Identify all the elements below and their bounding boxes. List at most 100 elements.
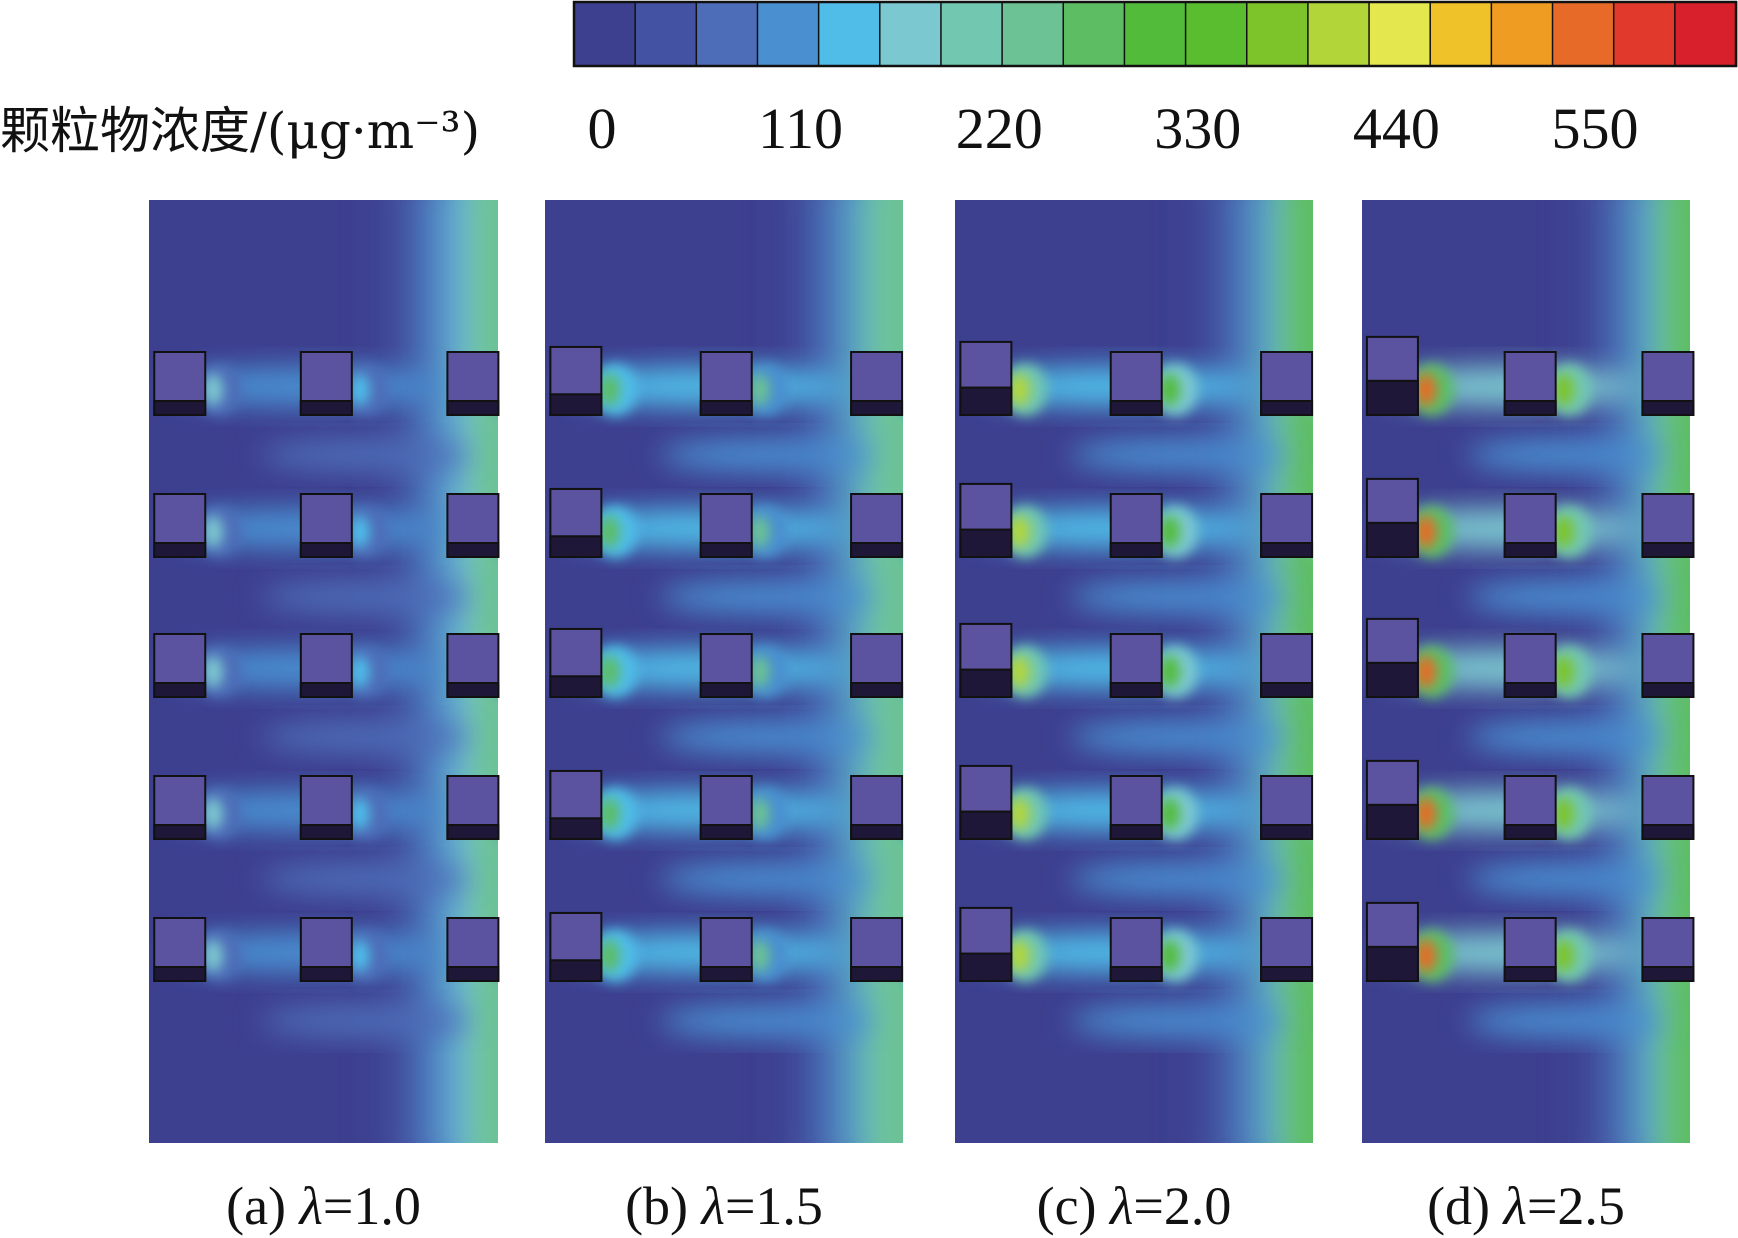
panel-label: (d) — [1427, 1176, 1503, 1236]
building — [1503, 351, 1557, 416]
building — [1109, 917, 1163, 982]
building — [699, 633, 753, 698]
building — [299, 493, 353, 558]
building — [699, 775, 753, 840]
building — [850, 493, 904, 558]
building — [959, 622, 1013, 698]
colorbar-swatch — [879, 1, 943, 67]
building — [1260, 633, 1314, 698]
building — [299, 351, 353, 416]
building — [1365, 617, 1419, 699]
building — [1365, 759, 1419, 841]
panel: (a) λ=1.0 — [149, 200, 500, 1236]
building — [850, 633, 904, 698]
colorbar-swatch — [1123, 1, 1187, 67]
building — [1109, 493, 1163, 558]
building — [1365, 335, 1419, 417]
building — [1365, 477, 1419, 559]
building — [1503, 633, 1557, 698]
building — [1503, 917, 1557, 982]
colorbar-swatch — [940, 1, 1004, 67]
building — [850, 775, 904, 840]
building — [1109, 633, 1163, 698]
panel-caption: (a) λ=1.0 — [226, 1176, 421, 1236]
colorbar-swatch — [1184, 1, 1248, 67]
building — [1641, 633, 1695, 698]
colorbar-tick-label: 550 — [1552, 96, 1639, 161]
building — [446, 917, 500, 982]
building — [699, 493, 753, 558]
panel-lambda: λ — [1502, 1176, 1527, 1236]
building — [1503, 493, 1557, 558]
building — [1641, 917, 1695, 982]
colorbar-tick-label: 220 — [956, 96, 1043, 161]
building — [850, 351, 904, 416]
building — [153, 775, 207, 840]
building — [153, 493, 207, 558]
panel-caption: (b) λ=1.5 — [625, 1176, 823, 1236]
building-grid — [959, 340, 1314, 982]
building — [153, 633, 207, 698]
colorbar-swatch — [1612, 1, 1677, 67]
building — [1260, 493, 1314, 558]
building — [1109, 351, 1163, 416]
building — [299, 917, 353, 982]
building — [299, 633, 353, 698]
panel-label: (a) — [226, 1176, 299, 1236]
building — [153, 917, 207, 982]
colorbar-frame — [572, 0, 1738, 68]
panels: (a) λ=1.0 (b) λ=1.5 (c) λ=2.0 (d) λ=2.5 — [149, 200, 1695, 1236]
colorbar-title: 颗粒物浓度/(μg·m⁻³) — [0, 102, 480, 160]
building — [1641, 351, 1695, 416]
colorbar-swatch — [1674, 1, 1738, 67]
building — [446, 775, 500, 840]
building — [1641, 493, 1695, 558]
building — [1260, 775, 1314, 840]
colorbar-swatch — [1490, 1, 1554, 67]
panel-lambda: λ — [298, 1176, 323, 1236]
colorbar-swatch — [573, 1, 637, 67]
colorbar-swatch — [1062, 1, 1126, 67]
building — [959, 482, 1013, 559]
panel: (b) λ=1.5 — [545, 200, 904, 1236]
building — [1260, 351, 1314, 416]
panel-lambda: λ — [1108, 1176, 1133, 1236]
building — [549, 345, 603, 416]
panel: (c) λ=2.0 — [955, 200, 1314, 1236]
building-grid — [1365, 335, 1695, 983]
building — [1641, 775, 1695, 840]
colorbar-tick-label: 0 — [588, 96, 617, 161]
building — [850, 917, 904, 982]
panel-lambda-value: =2.5 — [1527, 1176, 1625, 1236]
building — [299, 775, 353, 840]
colorbar-swatch — [1001, 1, 1065, 67]
building — [1365, 901, 1419, 983]
building — [959, 906, 1013, 982]
building — [153, 351, 207, 416]
panel-lambda-value: =1.0 — [323, 1176, 421, 1236]
colorbar-swatch — [695, 1, 759, 67]
panel-label: (c) — [1037, 1176, 1110, 1236]
panel-lambda-value: =1.5 — [725, 1176, 823, 1236]
panel-label: (b) — [625, 1176, 701, 1236]
colorbar-tick-label: 440 — [1353, 96, 1440, 161]
building — [699, 351, 753, 416]
building — [446, 633, 500, 698]
colorbar-swatch — [1551, 1, 1615, 67]
colorbar-swatch — [1368, 1, 1432, 67]
colorbar-swatch — [1245, 1, 1310, 67]
colorbar-tick-labels: 0 110 220 330 440 550 — [588, 96, 1639, 161]
colorbar-swatch — [756, 1, 820, 67]
building — [1109, 775, 1163, 840]
building — [549, 769, 603, 841]
panel-lambda: λ — [700, 1176, 725, 1236]
building — [699, 917, 753, 982]
building-grid — [153, 351, 500, 982]
building — [1503, 775, 1557, 840]
building — [446, 351, 500, 416]
colorbar-swatch — [634, 1, 698, 67]
colorbar — [572, 0, 1738, 68]
building — [446, 493, 500, 558]
building-grid — [549, 345, 904, 983]
